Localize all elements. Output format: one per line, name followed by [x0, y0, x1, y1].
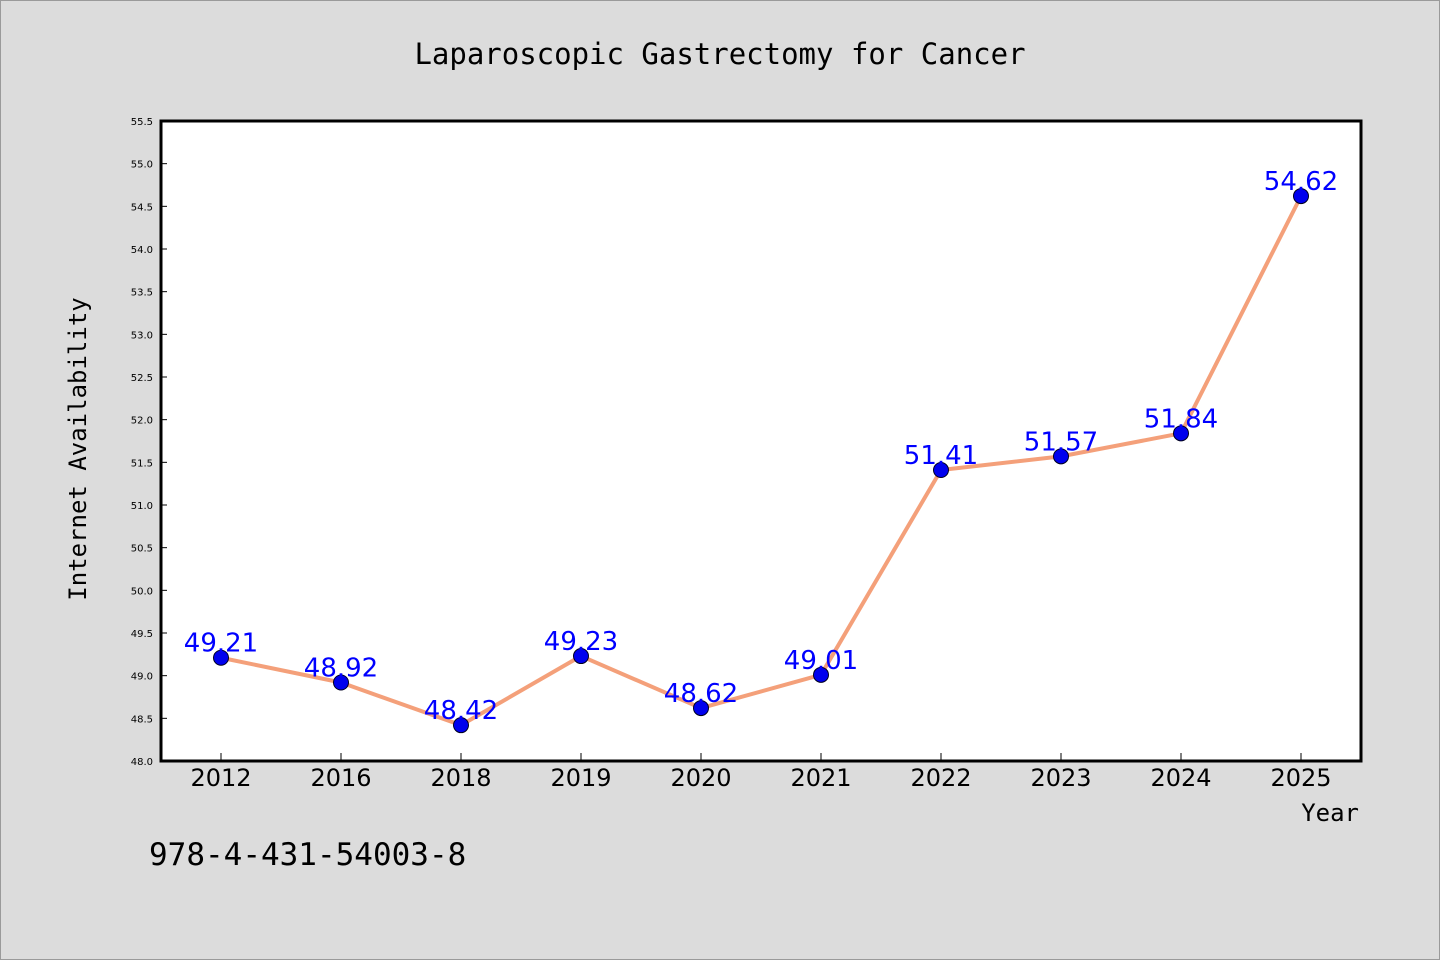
- data-point: [213, 649, 229, 666]
- data-point: [933, 462, 949, 479]
- y-tick-label: 49.5: [131, 629, 153, 640]
- x-axis-label: Year: [1301, 799, 1359, 827]
- data-label: 51.84: [1144, 404, 1218, 434]
- y-tick-label: 50.5: [131, 544, 153, 555]
- x-tick-label: 2025: [1270, 764, 1331, 792]
- data-label: 54.62: [1264, 167, 1338, 197]
- data-label: 48.92: [304, 653, 378, 683]
- y-tick-label: 49.0: [131, 672, 153, 683]
- data-point: [333, 674, 349, 691]
- data-point: [1293, 188, 1309, 205]
- x-tick-label: 2016: [310, 764, 371, 792]
- y-tick-label: 53.5: [131, 288, 153, 299]
- data-label: 48.42: [424, 696, 498, 726]
- data-label: 48.62: [664, 679, 738, 709]
- isbn-code: 978-4-431-54003-8: [149, 837, 466, 873]
- x-tick-label: 2012: [190, 764, 251, 792]
- data-label: 49.21: [184, 629, 258, 659]
- x-tick-label: 2021: [790, 764, 851, 792]
- plot-area: [161, 121, 1361, 761]
- data-label: 49.01: [784, 646, 858, 676]
- chart-title: Laparoscopic Gastrectomy for Cancer: [414, 37, 1025, 71]
- y-tick-label: 54.0: [131, 245, 153, 256]
- x-tick-label: 2023: [1030, 764, 1091, 792]
- series-layer: 49.21 48.92 48.42 49.23 48.62 49.01 51.41 51.57…: [184, 167, 1338, 734]
- data-point: [1173, 425, 1189, 442]
- y-tick-label: 48.5: [131, 714, 153, 725]
- x-axis-ticks: 2012 2016 2018 2019 2020 2021 2022 2023 2024 2025: [190, 753, 1332, 792]
- x-tick-label: 2018: [430, 764, 491, 792]
- plot-frame: [159, 119, 1363, 763]
- x-tick-label: 2022: [910, 764, 971, 792]
- data-point: [693, 700, 709, 717]
- y-axis-ticks: 48.0 48.5 49.0 49.5 50.0 50.5 51.0 51.5 52.0 52.5…: [131, 117, 167, 768]
- x-tick-label: 2020: [670, 764, 731, 792]
- y-tick-label: 52.5: [131, 373, 153, 384]
- data-point: [453, 717, 469, 734]
- y-tick-label: 54.5: [131, 202, 153, 213]
- y-tick-label: 51.0: [131, 501, 153, 512]
- data-point: [813, 666, 829, 683]
- y-tick-label: 53.0: [131, 330, 153, 341]
- y-tick-label: 48.0: [131, 757, 153, 768]
- y-tick-label: 55.5: [131, 117, 153, 128]
- y-tick-label: 55.0: [131, 160, 153, 171]
- data-label: 51.57: [1024, 427, 1098, 457]
- data-point: [1053, 448, 1069, 465]
- y-tick-label: 50.0: [131, 586, 153, 597]
- data-point: [573, 648, 589, 665]
- x-tick-label: 2024: [1150, 764, 1211, 792]
- x-tick-label: 2019: [550, 764, 611, 792]
- y-tick-label: 51.5: [131, 458, 153, 469]
- series-line: [220, 195, 1303, 728]
- data-label: 49.23: [544, 627, 618, 657]
- y-tick-label: 52.0: [131, 416, 153, 427]
- data-label: 51.41: [904, 441, 978, 471]
- y-axis-label: Internet Availability: [64, 297, 92, 600]
